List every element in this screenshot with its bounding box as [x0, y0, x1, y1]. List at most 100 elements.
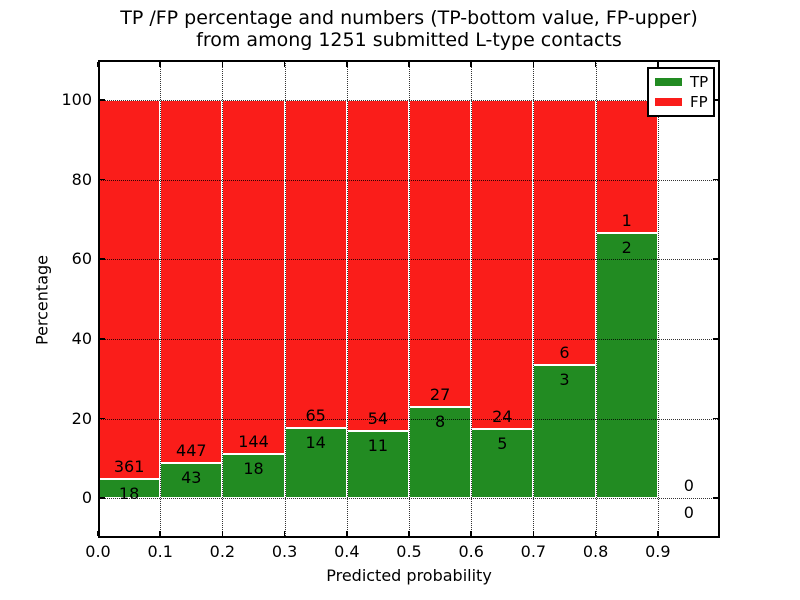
x-tickmark-top-0.0: [97, 62, 99, 67]
value-label-fp-8: 1: [621, 210, 632, 230]
value-label-tp-2: 18: [243, 458, 264, 478]
x-tick-label-0.0: 0.0: [85, 542, 111, 561]
value-label-tp-7: 3: [559, 370, 570, 390]
y-tick-label-60: 60: [71, 249, 92, 269]
y-tickmark-right-0: [713, 497, 718, 499]
x-tickmark-top-0.3: [283, 62, 286, 67]
value-label-fp-4: 54: [367, 408, 389, 428]
gridline-y-80: [98, 179, 720, 181]
chart-title: TP /FP percentage and numbers (TP-bottom…: [98, 7, 720, 51]
value-label-fp-3: 65: [305, 405, 326, 425]
legend-swatch-fp: [655, 98, 682, 106]
value-label-fp-9: 0: [683, 476, 694, 496]
x-tickmark-top-0.6: [470, 62, 472, 67]
value-label-tp-6: 5: [497, 434, 508, 454]
plot-area: 361 18 447 43 144 18 65 14 54 11 27 8 24 5 6 3 1 2 0 0: [97, 60, 720, 538]
legend-label-fp: FP: [690, 93, 708, 111]
gridline-y-20: [98, 418, 720, 420]
legend: TP FP: [647, 67, 715, 117]
y-tick-label-40: 40: [71, 328, 92, 348]
value-label-tp-1: 43: [181, 468, 202, 488]
y-tickmark-left-20: [100, 417, 105, 420]
x-tickmark-bottom-0.6: [470, 531, 472, 536]
bar-fp-segment-0: [98, 99, 161, 480]
gridline-x-0.5: [409, 60, 410, 538]
bar-tp-segment-6: [471, 429, 534, 499]
x-tick-label-0.5: 0.5: [396, 542, 422, 561]
value-label-fp-1: 447: [176, 441, 207, 461]
gridline-y-0: [98, 498, 720, 500]
y-tickmark-left-0: [100, 497, 105, 499]
gridline-x-0.1: [160, 60, 162, 538]
gridline-x-0.6: [471, 60, 473, 538]
x-tick-label-0.8: 0.8: [582, 542, 609, 561]
bar-tp-segment-2: [222, 453, 285, 499]
x-tickmark-bottom-0.9: [657, 531, 659, 536]
x-tick-label-0.6: 0.6: [458, 542, 484, 561]
y-tickmark-right-20: [713, 417, 718, 420]
value-label-tp-8: 2: [621, 237, 632, 257]
x-tick-label-0.7: 0.7: [520, 542, 547, 561]
gridline-x-0.9: [657, 60, 659, 538]
y-tickmark-left-40: [100, 338, 105, 340]
y-tick-label-20: 20: [71, 408, 92, 428]
bar-fp-segment-7: [533, 99, 596, 366]
x-tickmark-bottom-0.0: [97, 531, 99, 536]
x-axis-label: Predicted probability: [326, 566, 492, 585]
value-label-tp-3: 14: [305, 432, 326, 452]
value-label-tp-0: 18: [118, 484, 140, 504]
y-tickmark-right-100: [713, 99, 718, 101]
y-tickmark-left-100: [100, 99, 105, 101]
y-tickmark-right-60: [713, 258, 718, 260]
value-label-fp-5: 27: [429, 385, 451, 405]
y-tickmark-left-60: [100, 258, 105, 260]
x-tickmark-bottom-0.1: [159, 531, 161, 536]
bar-fp-segment-2: [222, 99, 285, 454]
bar-tp-segment-8: [595, 232, 658, 499]
y-tickmark-left-80: [100, 178, 105, 181]
bar-fp-segment-1: [160, 99, 223, 464]
bar-tp-segment-1: [160, 463, 223, 499]
x-tickmark-top-0.5: [408, 62, 410, 67]
value-label-fp-6: 24: [492, 407, 513, 427]
bar-fp-segment-4: [346, 99, 409, 431]
x-tickmark-top-0.9: [657, 62, 659, 67]
x-tickmark-top-0.4: [346, 62, 348, 67]
chart-title-line2: from among 1251 submitted L-type contact…: [196, 29, 622, 51]
gridline-x-0.8: [595, 60, 597, 538]
bar-tp-segment-3: [284, 427, 347, 499]
y-tick-label-80: 80: [71, 169, 92, 189]
legend-swatch-tp: [655, 78, 682, 86]
chart-title-line1: TP /FP percentage and numbers (TP-bottom…: [120, 7, 698, 29]
y-tick-label-100: 100: [61, 89, 92, 109]
legend-entry-fp: FP: [655, 92, 713, 112]
value-label-fp-0: 361: [113, 457, 145, 477]
x-tickmark-top-0.7: [532, 62, 535, 67]
value-label-fp-2: 144: [238, 431, 269, 451]
x-tickmark-bottom-0.4: [346, 531, 348, 536]
x-tick-label-0.2: 0.2: [209, 542, 236, 561]
x-tickmark-bottom-0.5: [408, 531, 410, 536]
x-tick-label-0.3: 0.3: [271, 542, 298, 561]
gridline-x-0.2: [222, 60, 224, 538]
y-tick-label-0: 0: [81, 488, 92, 508]
gridline-y-60: [98, 259, 720, 261]
x-tickmark-bottom-0.3: [283, 531, 286, 536]
y-tickmark-right-80: [713, 178, 718, 181]
x-tickmark-bottom-0.7: [532, 531, 535, 536]
gridline-x-0.4: [346, 60, 348, 538]
bar-fp-segment-5: [409, 99, 472, 408]
gridline-y-100: [98, 99, 720, 101]
x-tickmark-top-0.1: [159, 62, 161, 67]
y-tickmark-right-40: [713, 338, 718, 340]
gridline-y-40: [98, 338, 720, 340]
gridline-x-0.3: [284, 60, 286, 538]
legend-entry-tp: TP: [655, 72, 713, 92]
legend-label-tp: TP: [690, 73, 709, 91]
value-label-tp-4: 11: [367, 435, 389, 455]
gridline-x-0.7: [533, 60, 535, 538]
x-tickmark-bottom-0.8: [594, 531, 597, 536]
x-tick-label-0.4: 0.4: [334, 542, 360, 561]
x-tickmark-bottom-0.2: [221, 531, 224, 536]
